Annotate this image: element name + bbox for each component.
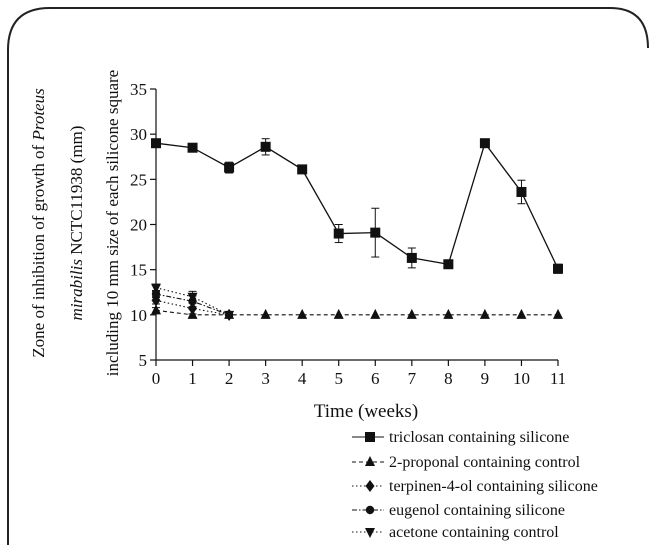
data-point: [297, 164, 307, 174]
series-line: [156, 143, 558, 269]
data-point: [261, 309, 271, 319]
x-tick-label: 0: [152, 369, 161, 388]
y-axis-label-line: mirabilis NCTC11938 (mm): [67, 126, 86, 321]
data-point: [334, 309, 344, 319]
legend-marker: [366, 480, 375, 492]
legend-marker: [365, 432, 375, 442]
data-point: [553, 264, 563, 274]
x-tick-label: 3: [261, 369, 270, 388]
x-tick-label: 4: [298, 369, 307, 388]
legend-item: acetone containing control: [352, 524, 559, 541]
y-tick-label: 35: [130, 80, 147, 99]
legend-item: eugenol containing silicone: [352, 502, 565, 519]
data-point: [370, 228, 380, 238]
y-axis-label-part: mirabilis: [67, 259, 86, 321]
y-tick-label: 15: [130, 261, 147, 280]
y-axis-label-part: Zone of inhibition of growth of: [29, 141, 48, 358]
axes: 5 10 15 20 25 30 35 0 1 2 3 4 5 6 7 8 9 10 11: [130, 80, 566, 388]
data-point: [151, 304, 161, 314]
y-axis-label-part: including 10 mm size of each silicone sq…: [103, 70, 122, 376]
series-line: [156, 310, 558, 315]
legend-marker: [365, 528, 375, 538]
y-tick-label: 25: [130, 170, 147, 189]
legend-marker: [365, 456, 375, 466]
x-tick-label: 5: [334, 369, 343, 388]
series-layer: [151, 138, 563, 321]
data-point: [188, 143, 198, 153]
x-tick-label: 7: [408, 369, 417, 388]
data-point: [151, 138, 161, 148]
data-point: [224, 163, 234, 173]
y-axis-label-part: Proteus: [29, 88, 48, 142]
y-tick-label: 30: [130, 125, 147, 144]
x-tick-label: 1: [188, 369, 197, 388]
legend-label: eugenol containing silicone: [389, 502, 565, 519]
data-point: [480, 309, 490, 319]
x-tick-label: 6: [371, 369, 380, 388]
data-point: [407, 253, 417, 263]
data-point: [407, 309, 417, 319]
x-tick-label: 2: [225, 369, 234, 388]
legend-item: 2-proponal containing control: [352, 454, 581, 471]
data-point: [516, 187, 526, 197]
legend-item: triclosan containing silicone: [352, 429, 569, 446]
data-point: [261, 142, 271, 152]
y-axis-label-part: NCTC11938 (mm): [67, 126, 86, 259]
y-tick-label: 10: [130, 306, 147, 325]
x-tick-label: 11: [550, 369, 566, 388]
legend-label: terpinen-4-ol containing silicone: [389, 478, 598, 495]
legend: triclosan containing silicone 2-proponal …: [352, 429, 598, 541]
legend-label: acetone containing control: [389, 524, 559, 541]
data-point: [370, 309, 380, 319]
series-square: [151, 138, 563, 274]
data-point: [443, 259, 453, 269]
legend-label: triclosan containing silicone: [389, 429, 569, 446]
x-tick-label: 9: [481, 369, 490, 388]
data-point: [516, 309, 526, 319]
y-axis-label: Zone of inhibition of growth of Proteus m…: [29, 70, 122, 376]
data-point: [443, 309, 453, 319]
y-tick-label: 5: [139, 351, 148, 370]
y-axis-label-line: including 10 mm size of each silicone sq…: [103, 70, 122, 376]
legend-marker: [366, 506, 374, 514]
data-point: [297, 309, 307, 319]
data-point: [480, 138, 490, 148]
legend-label: 2-proponal containing control: [389, 454, 581, 471]
x-tick-label: 8: [444, 369, 453, 388]
x-axis-label: Time (weeks): [314, 401, 418, 422]
y-axis-label-line: Zone of inhibition of growth of Proteus: [29, 88, 48, 358]
x-tick-label: 10: [513, 369, 530, 388]
data-point: [334, 229, 344, 239]
data-point: [553, 309, 563, 319]
legend-item: terpinen-4-ol containing silicone: [352, 478, 598, 495]
y-tick-label: 20: [130, 216, 147, 235]
